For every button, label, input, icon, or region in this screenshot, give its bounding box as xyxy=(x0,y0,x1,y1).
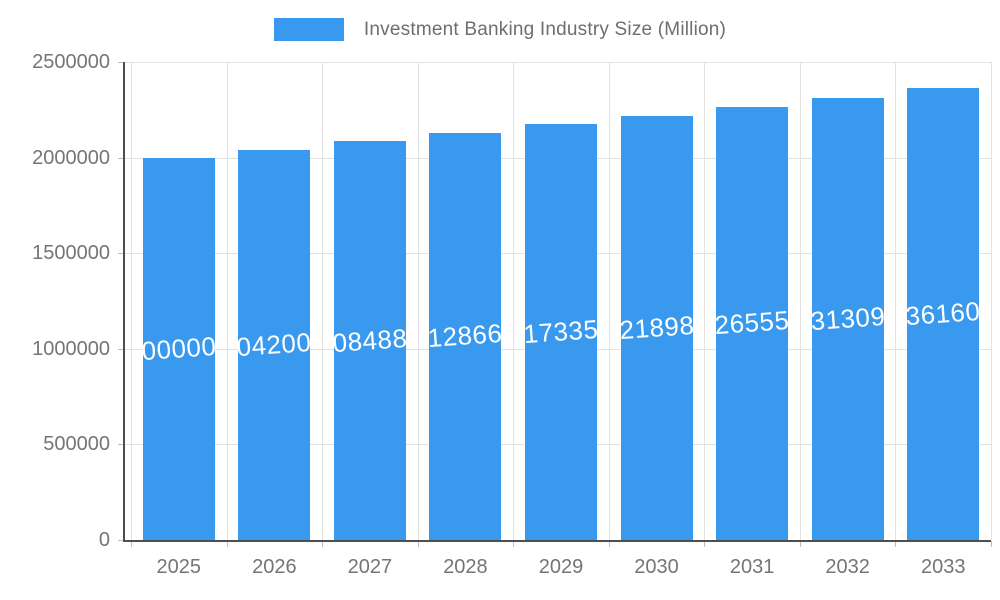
y-tick-mark xyxy=(118,444,124,446)
h-gridline xyxy=(124,62,991,63)
v-gridline xyxy=(417,62,419,540)
bar-value-label: 2218980 xyxy=(620,308,693,346)
y-tick-mark xyxy=(118,253,124,255)
v-gridline xyxy=(131,62,132,540)
x-tick-mark xyxy=(513,541,515,547)
bar-2027[interactable]: 2084880 xyxy=(333,141,406,540)
x-tick-mark xyxy=(322,541,324,547)
x-axis-tick-label: 2027 xyxy=(347,556,393,578)
x-axis-tick-label: 2028 xyxy=(443,556,488,578)
bar-2026[interactable]: 2042000 xyxy=(238,149,311,540)
bar-value-label: 2000000 xyxy=(142,329,215,367)
legend: Investment Banking Industry Size (Millio… xyxy=(0,18,1000,41)
v-gridline xyxy=(322,62,324,540)
y-axis-tick-label: 2500000 xyxy=(32,51,110,73)
bar-2031[interactable]: 2265550 xyxy=(716,106,789,540)
x-axis-tick-label: 2026 xyxy=(252,556,297,578)
y-axis-line xyxy=(123,62,125,542)
legend-swatch xyxy=(273,18,344,41)
y-tick-mark xyxy=(118,157,124,159)
bar-2033[interactable]: 2361600 xyxy=(907,88,980,540)
v-gridline xyxy=(704,62,706,540)
x-tick-mark xyxy=(608,541,610,547)
y-axis-tick-label: 1500000 xyxy=(32,242,110,265)
y-tick-mark xyxy=(118,62,124,63)
bar-value-label: 2313090 xyxy=(811,299,884,337)
y-tick-mark xyxy=(118,540,124,541)
x-tick-mark xyxy=(417,541,419,547)
x-tick-mark xyxy=(131,541,132,547)
x-axis-tick-label: 2030 xyxy=(634,556,679,578)
x-axis-tick-label: 2029 xyxy=(538,556,584,578)
x-tick-mark xyxy=(991,541,992,547)
x-tick-mark xyxy=(799,541,801,547)
bar-value-label: 2128660 xyxy=(429,317,502,355)
x-tick-mark xyxy=(226,541,228,547)
v-gridline xyxy=(608,62,610,540)
bar-value-label: 2084880 xyxy=(333,321,406,359)
bar-value-label: 2042000 xyxy=(238,325,311,363)
legend-label: Investment Banking Industry Size (Millio… xyxy=(363,18,727,40)
bar-2029[interactable]: 2173350 xyxy=(525,124,597,540)
v-gridline xyxy=(799,62,801,540)
bar-value-label: 2173350 xyxy=(525,313,597,351)
bar-2032[interactable]: 2313090 xyxy=(811,97,884,540)
x-axis-tick-label: 2033 xyxy=(920,556,966,578)
y-axis-tick-label: 0 xyxy=(98,529,110,551)
v-gridline xyxy=(513,62,515,540)
bar-2025[interactable]: 2000000 xyxy=(142,157,215,540)
bar-value-label: 2265550 xyxy=(716,304,789,342)
bar-2028[interactable]: 2128660 xyxy=(429,133,502,540)
v-gridline xyxy=(895,62,897,540)
y-tick-mark xyxy=(118,348,124,350)
y-axis-tick-label: 500000 xyxy=(43,433,110,456)
x-axis-tick-label: 2032 xyxy=(825,556,870,578)
x-tick-mark xyxy=(895,541,897,547)
x-axis-tick-label: 2025 xyxy=(156,556,202,578)
bar-2030[interactable]: 2218980 xyxy=(620,115,693,540)
v-gridline xyxy=(226,62,228,540)
y-axis-tick-label: 1000000 xyxy=(32,337,110,360)
v-gridline xyxy=(991,62,992,540)
x-axis-tick-label: 2031 xyxy=(729,556,775,578)
y-axis-tick-label: 2000000 xyxy=(32,146,110,169)
legend-item[interactable]: Investment Banking Industry Size (Millio… xyxy=(273,18,727,41)
x-axis-line xyxy=(123,540,991,542)
x-tick-mark xyxy=(704,541,706,547)
bar-value-label: 2361600 xyxy=(907,295,980,333)
